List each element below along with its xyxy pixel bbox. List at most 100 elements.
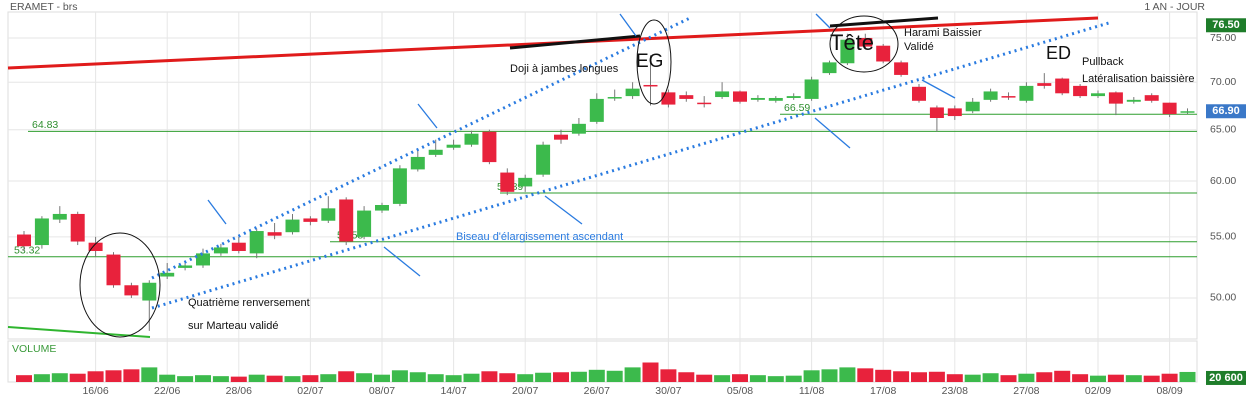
candle-body <box>303 218 318 222</box>
volume-bar <box>570 371 587 382</box>
volume-bar <box>141 367 158 382</box>
y-tick-label: 70.00 <box>1210 76 1236 88</box>
circle <box>829 15 899 73</box>
candle-body <box>375 205 389 211</box>
candle-body <box>196 253 210 266</box>
volume-bar <box>803 370 820 382</box>
x-tick-label: 05/08 <box>727 385 753 397</box>
candle-body <box>285 219 300 233</box>
y-tick-label: 50.00 <box>1210 292 1236 304</box>
candle-body <box>1108 92 1123 104</box>
volume-bar <box>749 375 766 382</box>
x-tick-label: 14/07 <box>440 385 466 397</box>
volume-bar <box>1000 375 1017 382</box>
volume-bar <box>821 369 838 382</box>
price-box <box>1206 370 1246 385</box>
volume-title: VOLUME <box>12 343 56 355</box>
x-tick-label: 17/08 <box>870 385 896 397</box>
volume-bar <box>928 371 945 382</box>
candle-body <box>34 218 49 246</box>
volume-bar <box>266 375 283 382</box>
volume-bar <box>1072 374 1089 382</box>
volume-bar <box>338 371 355 382</box>
volume-bar <box>16 375 32 382</box>
volume-bar <box>105 370 122 382</box>
circle <box>636 19 672 105</box>
candle-body <box>912 86 926 101</box>
x-tick-label: 20/07 <box>512 385 538 397</box>
x-tick-label: 08/07 <box>369 385 395 397</box>
annotation: EG <box>636 51 663 72</box>
volume-bar <box>767 376 784 382</box>
candle-body <box>625 88 640 97</box>
candle-body <box>446 144 461 148</box>
volume-bar <box>481 371 498 382</box>
candle-body <box>339 199 354 242</box>
volume-bar <box>660 369 677 382</box>
drawings <box>7 13 1113 338</box>
candle-body <box>1126 99 1141 102</box>
candle-body <box>1162 102 1177 115</box>
volume-bar <box>517 374 534 382</box>
circle <box>79 232 161 338</box>
wedge-lower <box>151 20 1113 310</box>
level-label: 64.83 <box>32 119 58 131</box>
annotation: Pullback <box>1082 56 1124 68</box>
volume-bar <box>1090 375 1106 382</box>
volume-bar <box>982 373 999 382</box>
volume-bar <box>409 372 426 382</box>
volume-bar <box>606 370 623 382</box>
y-tick-label: 65.00 <box>1210 124 1236 136</box>
volume-bar <box>159 374 176 382</box>
x-tick-label: 22/06 <box>154 385 180 397</box>
candle-body <box>231 242 246 251</box>
level-label: 66.59 <box>784 102 810 114</box>
volume-bar <box>714 375 731 382</box>
candle-body <box>733 91 747 102</box>
x-tick-label: 11/08 <box>799 385 825 397</box>
volume-bar <box>374 374 390 382</box>
price-box-label: 20 600 <box>1209 372 1243 384</box>
volume-bar <box>284 376 301 382</box>
candle-body <box>249 231 264 254</box>
volume-bar <box>51 373 68 382</box>
candle-body <box>1091 93 1105 97</box>
candle-body <box>321 208 336 221</box>
x-tick-label: 02/09 <box>1085 385 1111 397</box>
candle-body <box>965 101 980 112</box>
period: 1 AN - JOUR <box>1144 1 1205 13</box>
annotation: Latéralisation baissière <box>1082 73 1195 85</box>
y-tick-label: 60.00 <box>1210 175 1236 187</box>
annotation: Quatrième renversement <box>188 297 310 309</box>
candle-body <box>500 172 515 192</box>
candle-body <box>1180 111 1195 113</box>
candle-body <box>697 102 712 105</box>
y-tick-label: 55.00 <box>1210 231 1236 243</box>
candle-body <box>178 265 193 268</box>
x-tick-label: 26/07 <box>584 385 610 397</box>
candle-body <box>428 149 443 155</box>
candle-body <box>607 97 622 99</box>
volume-bar <box>1143 375 1160 382</box>
price-box <box>1206 18 1246 33</box>
candle-body <box>1073 85 1088 97</box>
candle-body <box>715 91 730 98</box>
volume-bar <box>391 370 408 382</box>
volume-bar <box>1018 373 1035 382</box>
annotation: Tête <box>830 30 874 55</box>
price-box-label: 66.90 <box>1212 105 1240 117</box>
volume-bar <box>69 373 86 382</box>
candle-body <box>571 123 586 134</box>
level-label: 53.32 <box>14 245 40 257</box>
candle-body <box>679 95 694 99</box>
candle-body <box>929 107 944 118</box>
chart-title: ERAMET - brs <box>10 1 77 13</box>
annotation: Doji à jambes longues <box>510 63 619 75</box>
volume-bar <box>33 374 50 382</box>
volume-bar <box>1036 372 1053 382</box>
candle-body <box>70 213 85 242</box>
support-line <box>7 326 151 338</box>
candle-body <box>142 282 157 301</box>
candle-body <box>464 133 479 145</box>
